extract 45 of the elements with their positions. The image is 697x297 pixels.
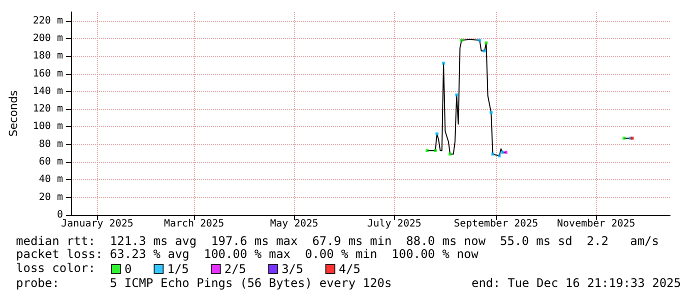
y-tick-label: 40 m — [38, 174, 63, 186]
y-tick-label: 140 m — [32, 86, 63, 97]
legend-label: 0 — [124, 262, 132, 276]
point — [435, 132, 438, 136]
y-tick-label: 180 m — [32, 50, 63, 62]
point — [483, 49, 486, 52]
x-tick-label: May 2025 — [270, 218, 318, 230]
point — [478, 38, 482, 42]
y-axis-title: Seconds — [7, 90, 20, 137]
x-tick-label: July 2025 — [367, 218, 422, 230]
y-tick-label: 0 — [56, 210, 63, 220]
legend-title: loss color: — [16, 261, 96, 275]
text: end: Tue Dec 16 21:19:33 2025 — [471, 276, 681, 290]
point — [498, 154, 501, 158]
point — [622, 136, 626, 140]
y-tick-label: 20 m — [38, 192, 63, 203]
y-tick-label: 160 m — [32, 68, 63, 80]
text: median rtt: 121.3 ms avg 197.6 ms max 67.9 ms min 88.0 ms now 55.0 ms sd 2.2 am/s — [16, 234, 659, 248]
point — [455, 93, 458, 96]
text: packet loss: 63.23 % avg 100.00 % max 0.00 % min 100.00 % now — [16, 247, 480, 261]
point — [442, 62, 446, 65]
point — [460, 38, 464, 42]
y-tick-label: 200 m — [32, 32, 63, 44]
point — [426, 149, 429, 152]
point — [490, 111, 493, 114]
point — [491, 152, 494, 156]
x-tick-label: March 2025 — [164, 218, 224, 230]
legend-label: 2/5 — [224, 262, 246, 276]
legend-label: 3/5 — [282, 262, 304, 276]
y-tick-label: 80 m — [38, 138, 63, 150]
point — [448, 152, 452, 156]
y-tick-label: 120 m — [32, 104, 63, 115]
point — [501, 150, 504, 154]
y-tick-label: 60 m — [38, 156, 63, 168]
text: probe: 5 ICMP Echo Pings (56 Bytes) every 120s — [16, 276, 392, 290]
x-tick-label: September 2025 — [454, 218, 538, 230]
point — [434, 149, 437, 152]
x-tick-label: January 2025 — [61, 218, 134, 230]
y-tick-label: 100 m — [32, 121, 63, 132]
point — [504, 150, 508, 154]
x-tick-label: November 2025 — [557, 218, 636, 230]
y-tick-label: 220 m — [32, 15, 63, 26]
point — [484, 41, 488, 44]
legend-label: 4/5 — [338, 262, 360, 276]
legend-label: 1/5 — [167, 262, 189, 276]
